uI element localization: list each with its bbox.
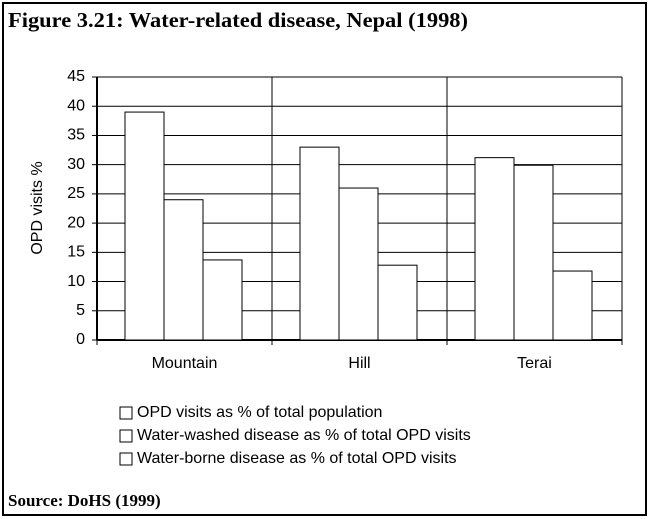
y-tick-label: 25	[67, 185, 85, 202]
legend-label: Water-borne disease as % of total OPD vi…	[137, 450, 457, 467]
y-tick-label: 5	[76, 302, 85, 319]
bar	[299, 146, 340, 341]
y-tick-label: 0	[76, 331, 85, 348]
bar	[513, 164, 554, 341]
x-tick-label: Hill	[348, 355, 370, 372]
legend-label: Water-washed disease as % of total OPD v…	[137, 427, 471, 444]
y-axis-label: OPD visits %	[29, 161, 46, 254]
x-tick-label: Terai	[517, 355, 552, 372]
legend-label: OPD visits as % of total population	[137, 404, 382, 421]
bar	[338, 187, 379, 341]
bar	[202, 259, 243, 341]
y-tick-label: 15	[67, 244, 85, 261]
y-tick-label: 30	[67, 156, 85, 173]
chart-title: Figure 3.21: Water-related disease, Nepa…	[8, 8, 468, 32]
y-tick-label: 10	[67, 273, 85, 290]
y-tick-label: 35	[67, 127, 85, 144]
bar	[377, 264, 418, 341]
source: Source: DoHS (1999)	[8, 491, 161, 510]
bar	[474, 157, 515, 341]
y-tick-label: 45	[67, 68, 85, 85]
legend-swatch	[119, 429, 133, 443]
bar	[163, 199, 204, 341]
bar	[124, 111, 165, 341]
x-tick-label: Mountain	[152, 355, 218, 372]
legend-swatch	[119, 406, 133, 420]
y-tick-label: 40	[67, 97, 85, 114]
legend-swatch	[119, 452, 133, 466]
bar	[552, 270, 593, 341]
y-tick-label: 20	[67, 214, 85, 231]
